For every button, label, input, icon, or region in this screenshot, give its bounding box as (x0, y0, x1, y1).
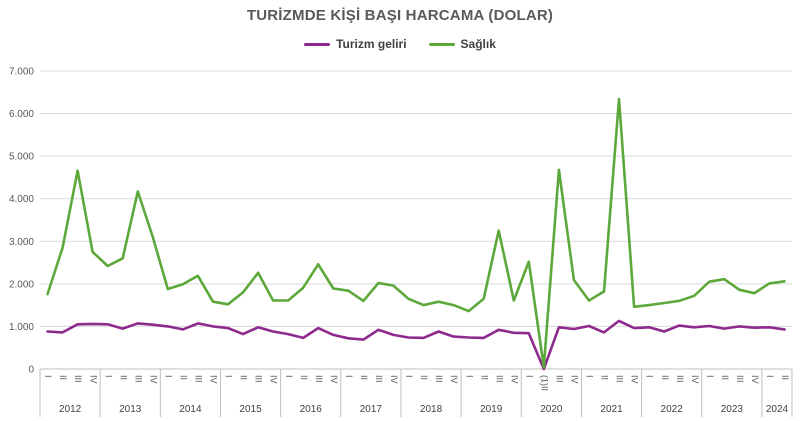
year-label: 2012 (59, 404, 82, 415)
x-tick-label: I (404, 375, 414, 378)
y-tick-label: 1.000 (9, 322, 34, 333)
x-tick-label: (1)II (539, 375, 549, 391)
year-label: 2020 (540, 404, 563, 415)
chart-title: TURİZMDE KİŞİ BAŞI HARCAMA (DOLAR) (246, 7, 554, 24)
x-tick-label: II (179, 375, 189, 380)
x-tick-label: IV (148, 375, 158, 384)
year-label: 2017 (360, 404, 383, 415)
x-tick-label: III (494, 375, 504, 383)
x-tick-label: III (133, 375, 143, 383)
legend-swatch-turizm-geliri (304, 42, 331, 46)
x-tick-label: II (720, 375, 730, 380)
year-label: 2024 (766, 404, 789, 415)
x-tick-label: IV (389, 375, 399, 384)
x-tick-label: II (479, 375, 489, 380)
x-tick-label: III (615, 375, 625, 383)
x-tick-label: II (299, 375, 309, 380)
x-tick-label: III (314, 375, 324, 383)
x-tick-label: III (735, 375, 745, 383)
y-tick-label: 5.000 (9, 152, 34, 163)
series-line-0 (46, 319, 786, 371)
x-tick-label: IV (750, 375, 760, 384)
x-tick-label: IV (88, 375, 98, 384)
x-tick-label: III (374, 375, 384, 383)
x-tick-label: III (555, 375, 565, 383)
legend-item-turizm-geliri: Turizm geliri (304, 37, 407, 51)
year-label: 2022 (661, 404, 684, 415)
year-label: 2014 (179, 404, 202, 415)
x-tick-label: III (434, 375, 444, 383)
x-tick-label: II (118, 375, 128, 380)
x-tick-label: I (163, 375, 173, 378)
x-tick-label: IV (329, 375, 339, 384)
x-tick-label: II (419, 375, 429, 380)
x-tick-label: II (359, 375, 369, 380)
x-tick-label: I (344, 375, 354, 378)
x-tick-label: I (224, 375, 234, 378)
x-tick-label: II (600, 375, 610, 380)
x-tick-label: II (660, 375, 670, 380)
x-tick-label: IV (690, 375, 700, 384)
x-tick-label: I (645, 375, 655, 378)
legend: Turizm geliri Sağlık (0, 37, 800, 51)
year-label: 2015 (239, 404, 262, 415)
legend-item-saglik: Sağlık (428, 37, 496, 51)
y-tick-label: 7.000 (9, 67, 34, 78)
y-tick-label: 6.000 (9, 109, 34, 120)
x-tick-label: III (73, 375, 83, 383)
x-tick-label: II (239, 375, 249, 380)
x-tick-label: I (585, 375, 595, 378)
x-tick-label: IV (570, 375, 580, 384)
year-label: 2013 (119, 404, 142, 415)
y-tick-label: 4.000 (9, 194, 34, 205)
y-tick-label: 3.000 (9, 237, 34, 248)
year-label: 2023 (721, 404, 744, 415)
x-tick-label: III (194, 375, 204, 383)
x-tick-label: I (524, 375, 534, 378)
year-label: 2016 (300, 404, 323, 415)
year-label: 2021 (600, 404, 623, 415)
legend-swatch-saglik (428, 42, 455, 46)
x-tick-label: I (103, 375, 113, 378)
y-tick-label: 2.000 (9, 279, 34, 290)
x-tick-label: III (254, 375, 264, 383)
year-label: 2018 (420, 404, 443, 415)
x-tick-label: IV (449, 375, 459, 384)
x-tick-label: II (780, 375, 790, 380)
legend-label-saglik: Sağlık (460, 37, 496, 51)
x-tick-label: I (464, 375, 474, 378)
series-line-1 (46, 97, 786, 369)
x-tick-label: III (675, 375, 685, 383)
x-tick-label: IV (269, 375, 279, 384)
x-tick-label: II (58, 375, 68, 380)
x-tick-label: I (43, 375, 53, 378)
legend-label-turizm-geliri: Turizm geliri (336, 37, 407, 51)
year-label: 2019 (480, 404, 503, 415)
x-tick-label: IV (509, 375, 519, 384)
x-tick-label: I (284, 375, 294, 378)
x-tick-label: I (765, 375, 775, 378)
x-tick-label: IV (209, 375, 219, 384)
x-tick-label: IV (630, 375, 640, 384)
y-tick-label: 0 (28, 365, 34, 376)
x-tick-label: I (705, 375, 715, 378)
